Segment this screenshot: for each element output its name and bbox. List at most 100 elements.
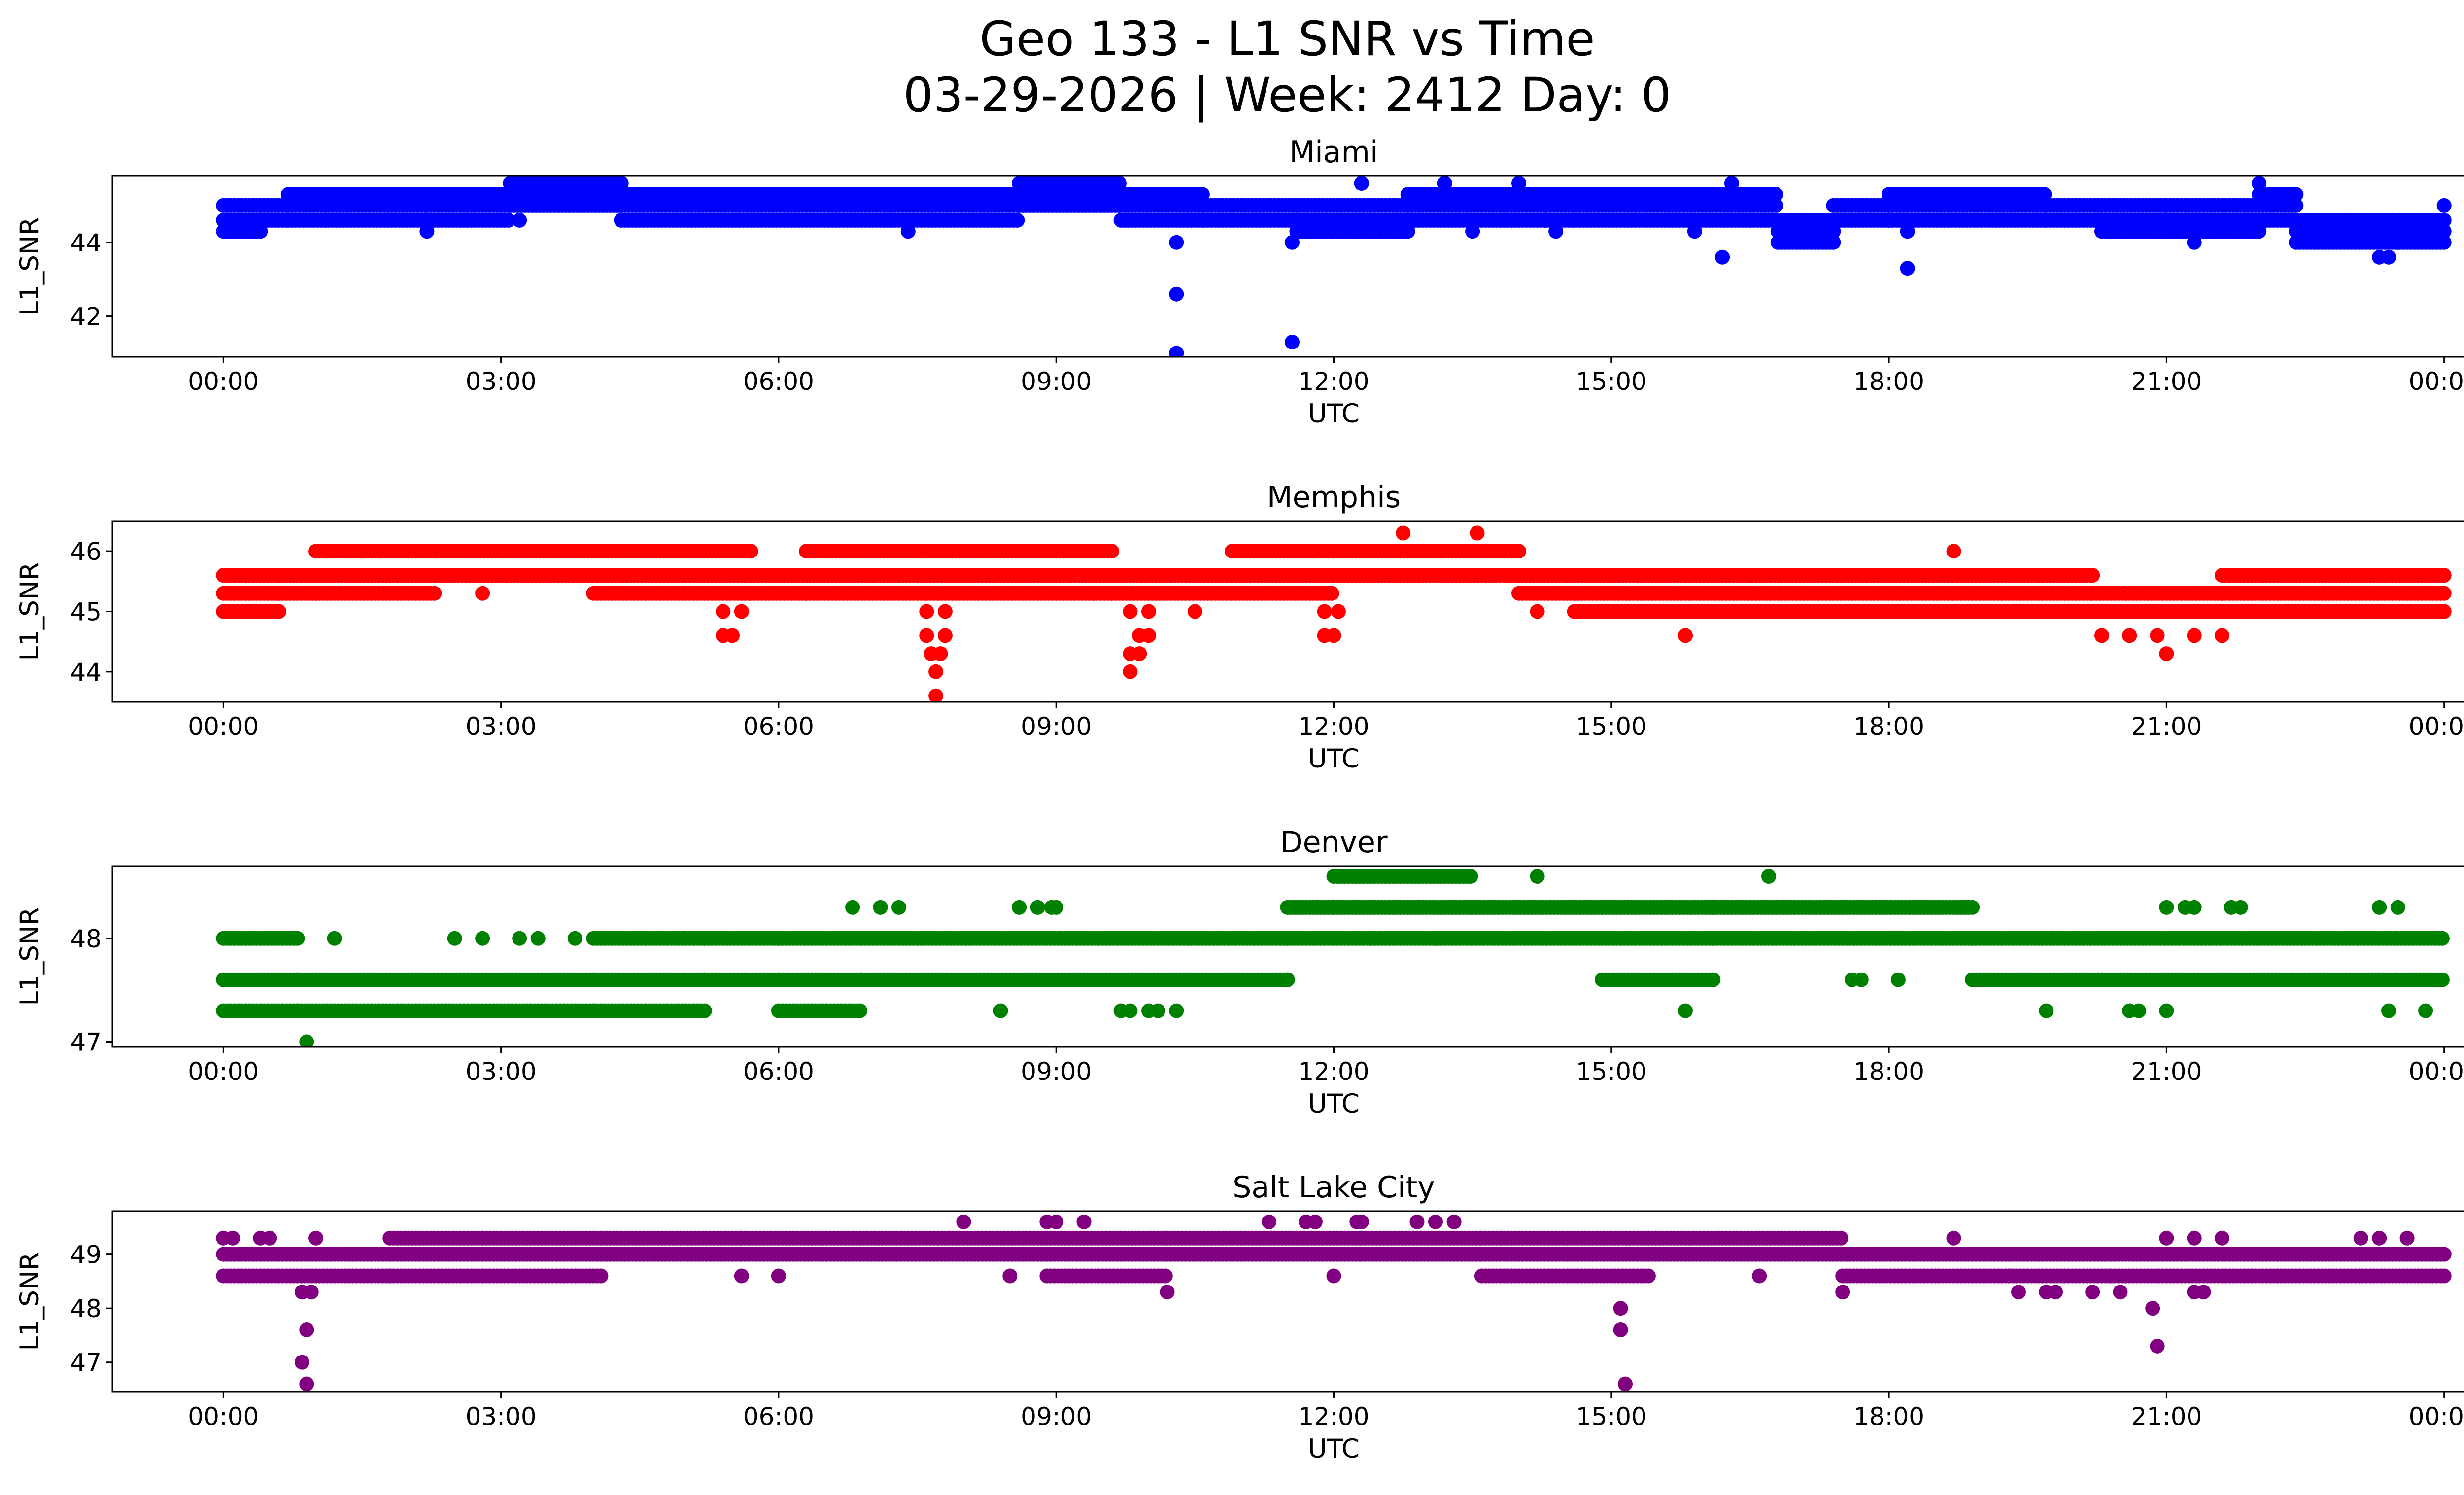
data-point: [2436, 586, 2452, 601]
x-axis-label: UTC: [1308, 744, 1360, 774]
x-axis-label: UTC: [1308, 399, 1360, 429]
data-point: [1285, 335, 1300, 349]
data-point: [2436, 212, 2452, 228]
data-point: [1132, 646, 1147, 661]
x-tick-label: 09:00: [1021, 367, 1092, 396]
data-point: [1169, 286, 1184, 302]
data-point: [1769, 187, 1783, 202]
x-tick-label: 15:00: [1576, 367, 1647, 396]
data-point: [512, 931, 527, 946]
data-points: [216, 869, 2450, 1047]
data-point: [2390, 900, 2405, 915]
data-point: [1141, 628, 1156, 643]
data-point: [1511, 544, 1526, 559]
data-point: [2436, 235, 2452, 250]
data-point: [1354, 176, 1369, 191]
x-tick-label: 00:00: [2409, 1057, 2464, 1086]
data-point: [1530, 604, 1545, 619]
data-point: [2215, 628, 2229, 643]
data-point: [1761, 869, 1776, 884]
data-point: [1678, 1003, 1693, 1018]
data-points: [216, 525, 2452, 702]
data-point: [2150, 628, 2165, 643]
data-point: [2037, 187, 2052, 202]
data-point: [933, 646, 948, 661]
data-point: [1010, 212, 1025, 228]
subplot-title: Salt Lake City: [1232, 1170, 1435, 1205]
x-tick-label: 15:00: [1576, 1057, 1647, 1086]
data-point: [290, 931, 305, 946]
data-point: [1511, 176, 1526, 191]
data-point: [1280, 972, 1295, 987]
data-point: [1123, 604, 1138, 619]
x-tick-label: 06:00: [743, 367, 814, 396]
subplot-title: Memphis: [1267, 480, 1401, 515]
y-axis-label: L1_SNR: [15, 217, 45, 316]
data-point: [2326, 224, 2341, 239]
data-point: [475, 931, 490, 946]
data-point: [937, 628, 953, 643]
y-tick-label: 47: [70, 1028, 102, 1057]
data-point: [501, 212, 516, 228]
data-point: [1285, 235, 1300, 250]
x-tick-label: 00:00: [188, 367, 259, 396]
data-point: [1187, 604, 1202, 619]
data-point: [1363, 931, 1378, 946]
data-point: [299, 1034, 314, 1047]
x-tick-label: 21:00: [2131, 367, 2202, 396]
y-axis-label: L1_SNR: [15, 562, 45, 661]
data-point: [2252, 176, 2267, 191]
data-point: [2289, 198, 2304, 213]
data-point: [919, 604, 934, 619]
x-tick-label: 00:00: [188, 712, 259, 741]
data-point: [1853, 972, 1869, 987]
data-point: [2372, 900, 2387, 915]
data-point: [1396, 525, 1411, 541]
data-point: [2085, 568, 2100, 583]
data-point: [1604, 568, 1619, 583]
data-point: [2159, 646, 2174, 661]
data-point: [1724, 176, 1739, 191]
data-point: [2159, 1003, 2174, 1018]
data-point: [1012, 900, 1027, 915]
data-point: [1104, 544, 1119, 559]
x-tick-label: 00:00: [2409, 712, 2464, 741]
data-point: [1086, 586, 1101, 601]
data-point: [2434, 931, 2450, 946]
data-point: [853, 1003, 868, 1018]
data-point: [1946, 544, 1961, 559]
data-point: [1150, 1003, 1165, 1018]
data-point: [1890, 972, 1906, 987]
data-point: [716, 604, 731, 619]
data-point: [743, 544, 758, 559]
data-point: [327, 931, 342, 946]
data-point: [919, 628, 934, 643]
data-point: [1715, 249, 1730, 265]
data-point: [540, 176, 555, 191]
data-points: [216, 1214, 2452, 1391]
data-point: [345, 187, 361, 202]
data-point: [1067, 176, 1082, 191]
data-point: [1687, 224, 1702, 239]
data-point: [1169, 235, 1184, 250]
data-point: [2381, 249, 2396, 265]
data-point: [2131, 1003, 2147, 1018]
data-point: [2039, 1003, 2054, 1018]
data-point: [2289, 187, 2304, 202]
data-point: [1530, 869, 1545, 884]
x-tick-label: 03:00: [466, 1057, 537, 1086]
y-axis-label: L1_SNR: [15, 907, 45, 1006]
data-point: [1428, 931, 1443, 946]
x-tick-label: 09:00: [1021, 712, 1092, 741]
x-tick-label: 21:00: [2131, 712, 2202, 741]
plot-frame: [111, 865, 2464, 1048]
x-tick-label: 18:00: [1853, 367, 1924, 396]
data-point: [1317, 604, 1332, 619]
data-point: [2122, 628, 2137, 643]
x-tick-label: 12:00: [1298, 1057, 1369, 1086]
data-point: [1324, 586, 1339, 601]
